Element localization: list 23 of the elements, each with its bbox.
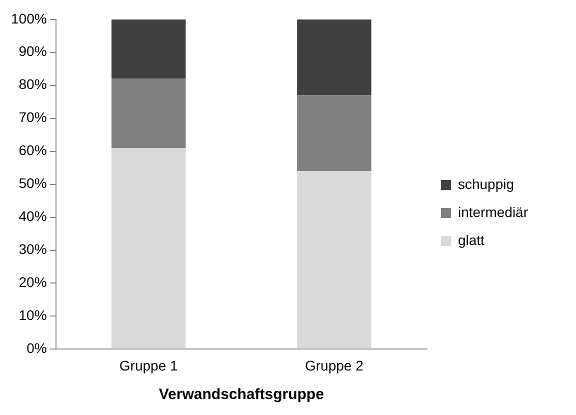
y-tick-label: 0% [26,340,47,356]
x-axis-title: Verwandschaftsgruppe [158,386,324,404]
legend-label: schuppig [458,176,514,192]
bar [111,148,186,349]
bar [297,95,372,172]
y-tick-label: 70% [18,109,47,126]
y-tick-label: 40% [18,208,47,224]
y-tick-label: 60% [18,142,47,158]
x-tick-label: Gruppe 2 [304,357,364,374]
y-tick-label: 20% [18,274,47,290]
y-tick-label: 100% [10,10,47,26]
bar [297,171,372,349]
bar [297,19,372,96]
y-tick-label: 80% [18,76,47,92]
bar [111,19,186,79]
bar [111,78,186,148]
y-tick-label: 30% [18,241,47,258]
y-tick-label: 90% [18,43,47,60]
legend-label: glatt [458,232,485,248]
y-tick-label: 10% [18,307,47,324]
y-tick-label: 50% [18,175,47,192]
legend-label: intermediär [458,204,528,220]
x-tick-label: Gruppe 1 [119,357,178,374]
